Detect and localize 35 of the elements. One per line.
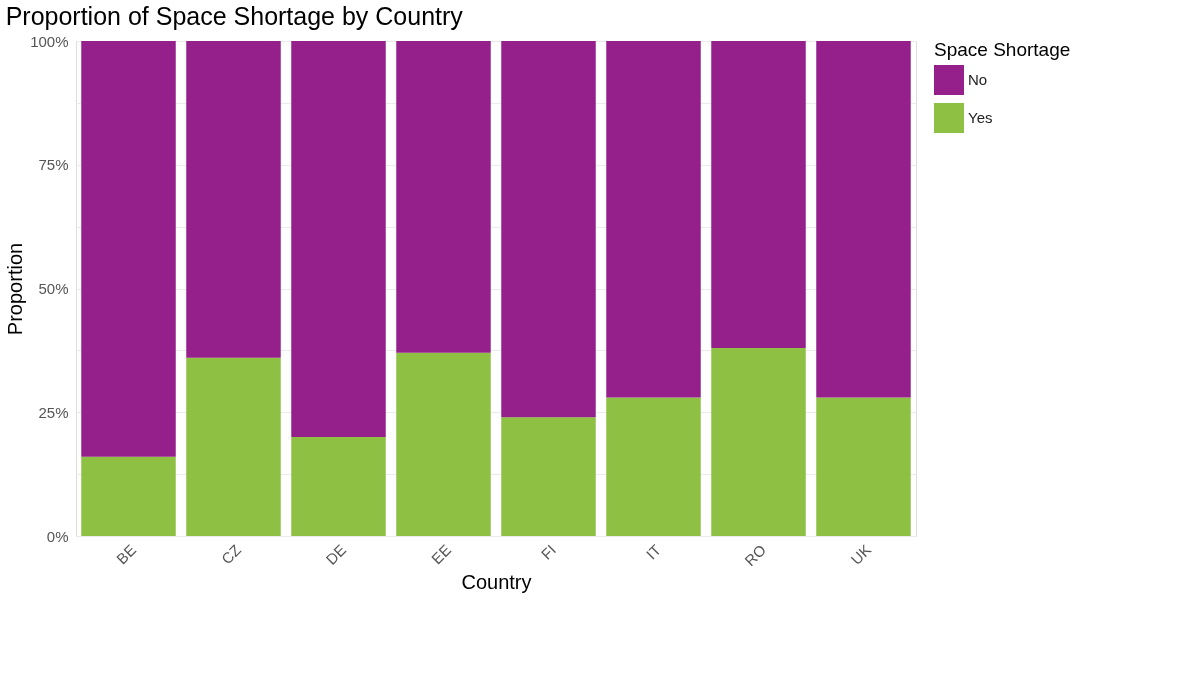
bar — [81, 456, 176, 536]
x-tick-label: DE — [322, 541, 350, 568]
bar — [186, 357, 281, 536]
y-tick-label: 0% — [46, 527, 69, 545]
bar — [501, 41, 596, 418]
bar — [501, 417, 596, 536]
bar — [606, 397, 701, 536]
bar — [186, 41, 281, 358]
bar — [606, 41, 701, 398]
x-tick-label: UK — [847, 541, 875, 568]
y-tick-label: 50% — [38, 280, 69, 297]
x-tick-label: RO — [741, 541, 770, 570]
legend-label: Yes — [968, 109, 993, 126]
y-axis-title: Proportion — [4, 242, 27, 336]
y-tick-label: 75% — [38, 156, 69, 174]
bar — [291, 437, 386, 536]
bar — [396, 352, 491, 536]
x-axis-title: Country — [461, 571, 532, 594]
legend-label: No — [968, 71, 988, 88]
x-tick-label: FI — [537, 541, 560, 563]
bar — [396, 41, 491, 353]
bar — [816, 41, 911, 398]
x-tick-label: EE — [427, 541, 455, 568]
legend-title: Space Shortage — [934, 39, 1071, 60]
chart-title: Proportion of Space Shortage by Country — [5, 2, 464, 30]
y-tick-label: 100% — [30, 32, 69, 50]
bar — [816, 397, 911, 536]
y-tick-label: 25% — [38, 403, 69, 421]
x-tick-label: CZ — [217, 541, 245, 568]
bar — [711, 347, 806, 536]
x-tick-label: BE — [112, 541, 140, 568]
bar — [711, 41, 806, 348]
x-tick-label: IT — [642, 541, 665, 563]
bar — [291, 41, 386, 437]
bar — [81, 41, 176, 457]
